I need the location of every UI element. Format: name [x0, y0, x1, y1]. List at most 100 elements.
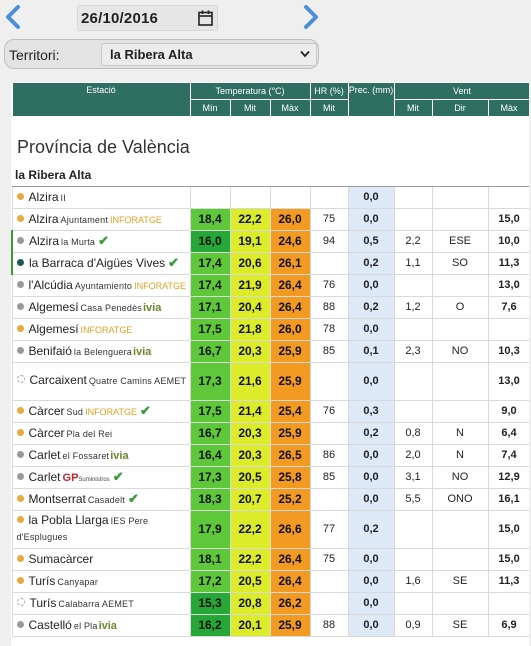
hr-mit	[309, 569, 349, 593]
temp-min: 18,1	[189, 547, 231, 571]
station-cell[interactable]: Alzira Ajuntament INFORATGE	[11, 207, 191, 231]
table-row[interactable]: la Pobla Llarga IES Pere d'Esplugues 17,9 2…	[11, 509, 529, 549]
temp-min: 18,4	[189, 207, 231, 231]
station-cell[interactable]: la Barraca d'Aigües Vives ✔	[11, 251, 191, 275]
station-name[interactable]: Turís	[28, 574, 56, 588]
station-name[interactable]: Carlet	[28, 470, 61, 484]
station-status-icon	[16, 495, 24, 502]
station-name[interactable]: la Pobla Llarga	[28, 513, 109, 527]
station-cell[interactable]: Carlet GPSuministros ✔	[11, 465, 191, 489]
station-cell[interactable]: la Pobla Llarga IES Pere d'Esplugues	[11, 509, 191, 549]
hr-mit: 88	[309, 295, 349, 319]
ivia-logo-icon: ivia	[133, 346, 152, 358]
wind-mit: 5,5	[393, 487, 433, 511]
station-cell[interactable]: Alzira la Murta ✔	[11, 229, 191, 253]
station-name[interactable]: Sumacàrcer	[28, 552, 94, 566]
station-name[interactable]: Castelló	[28, 618, 72, 632]
table-row[interactable]: Carlet GPSuministros ✔ 17,3 20,5 25,8 85 0,0 3,1…	[11, 465, 529, 489]
station-cell[interactable]: Algemesí Casa Penedèsivia	[11, 295, 191, 319]
station-cell[interactable]: Càrcer Sud INFORATGE ✔	[11, 399, 191, 423]
station-name[interactable]: Turís	[29, 596, 57, 610]
station-name[interactable]: Alzira	[28, 190, 59, 204]
table-row[interactable]: Carlet el Fossaretivia 16,4 20,3 26,5 86 0,0 2,…	[11, 443, 529, 467]
precipitation: 0,0	[347, 547, 395, 571]
wind-max	[487, 591, 529, 615]
wind-max: 10,3	[487, 339, 529, 363]
table-row[interactable]: Càrcer Pla del Rei 16,7 20,3 25,9 0,2 0,8 N 6,4	[11, 421, 529, 445]
date-input[interactable]: 26/10/2016	[77, 5, 218, 31]
station-name[interactable]: Alzira	[29, 234, 60, 248]
station-cell[interactable]: Alzira II	[11, 185, 191, 209]
hr-mit: 85	[309, 465, 349, 489]
header-temp-mit: Mit	[229, 99, 271, 117]
table-row[interactable]: Carcaixent Quatre Camins AEMET 17,3 21,6 25,…	[11, 361, 529, 401]
table-row[interactable]: Turís Calabarra AEMET 15,3 20,8 26,2 0,0	[11, 591, 529, 615]
table-row[interactable]: Alzira Ajuntament INFORATGE 18,4 22,2 26,0 75 0…	[11, 207, 529, 231]
station-name[interactable]: Càrcer	[28, 404, 65, 418]
table-row[interactable]: la Barraca d'Aigües Vives ✔ 17,4 20,6 26,1 0,…	[11, 251, 529, 275]
station-name[interactable]: Alzira	[28, 212, 59, 226]
station-name[interactable]: la Barraca d'Aigües Vives	[29, 256, 166, 270]
wind-dir: SE	[431, 569, 489, 593]
station-name[interactable]: Carlet	[28, 448, 61, 462]
wind-mit	[393, 399, 433, 423]
station-cell[interactable]: Benifaió la Belengueraivia	[11, 339, 191, 363]
station-status-icon	[16, 215, 24, 222]
wind-mit	[393, 591, 433, 615]
wind-dir	[431, 317, 489, 341]
station-cell[interactable]: Càrcer Pla del Rei	[11, 421, 191, 445]
wind-max: 11,3	[487, 251, 529, 275]
station-name[interactable]: Algemesí	[28, 300, 79, 314]
station-name[interactable]: Montserrat	[28, 492, 86, 506]
wind-mit	[393, 207, 433, 231]
header-estacio: Estació	[11, 82, 191, 117]
table-row[interactable]: Benifaió la Belengueraivia 16,7 20,3 25,9 85 0…	[11, 339, 529, 363]
station-cell[interactable]: Turís Calabarra AEMET	[11, 591, 191, 615]
calendar-icon[interactable]	[198, 10, 213, 26]
table-row[interactable]: Alzira II 0,0	[11, 185, 529, 209]
table-row[interactable]: Algemesí Casa Penedèsivia 17,1 20,4 26,4 88 0,…	[11, 295, 529, 319]
hr-mit	[309, 487, 349, 511]
territori-select[interactable]: la Ribera Alta	[101, 43, 317, 66]
table-row[interactable]: Càrcer Sud INFORATGE ✔ 17,5 21,4 25,4 76 0,3 9,0	[11, 399, 529, 423]
wind-mit: 1,6	[393, 569, 433, 593]
station-cell[interactable]: Sumacàrcer	[11, 547, 191, 571]
territori-selected: la Ribera Alta	[110, 47, 193, 62]
temp-max: 25,4	[269, 399, 311, 423]
station-name[interactable]: Algemesí	[28, 322, 79, 336]
station-cell[interactable]: Turís Canyapar	[11, 569, 191, 593]
station-name[interactable]: Càrcer	[28, 426, 65, 440]
station-cell[interactable]: Algemesí INFORATGE	[11, 317, 191, 341]
station-name[interactable]: Carcaixent	[29, 373, 87, 387]
station-name[interactable]: l'Alcúdia	[28, 278, 73, 292]
precipitation: 0,2	[347, 251, 395, 275]
table-row[interactable]: Algemesí INFORATGE 17,5 21,8 26,0 78 0,0	[11, 317, 529, 341]
hr-mit: 77	[309, 509, 349, 549]
table-row[interactable]: l'Alcúdia Ayuntamiento INFORATGE 17,4 21,9 26…	[11, 273, 529, 297]
precipitation: 0,2	[347, 421, 395, 445]
temp-min: 17,1	[189, 295, 231, 319]
table-row[interactable]: Sumacàrcer 18,1 22,2 26,4 75 0,0 15,0	[11, 547, 529, 571]
temp-mit: 20,7	[229, 487, 271, 511]
temp-mit: 22,2	[229, 547, 271, 571]
station-cell[interactable]: Carlet el Fossaretivia	[11, 443, 191, 467]
station-cell[interactable]: Montserrat Casadelt ✔	[11, 487, 191, 511]
station-cell[interactable]: Castelló el Plaivia	[11, 613, 191, 637]
station-name[interactable]: Benifaió	[28, 344, 72, 358]
stations-table-wrap: Estació Temperatura (°C) HR (%) Prec. (m…	[11, 82, 529, 646]
wind-mit	[393, 509, 433, 549]
table-row[interactable]: Montserrat Casadelt ✔ 18,3 20,7 25,2 0,0 5,5 ONO…	[11, 487, 529, 511]
check-icon: ✔	[168, 255, 180, 270]
table-row[interactable]: Turís Canyapar 17,2 20,5 26,4 0,0 1,6 SE 11,3	[11, 569, 529, 593]
station-cell[interactable]: l'Alcúdia Ayuntamiento INFORATGE	[11, 273, 191, 297]
chevron-right-icon[interactable]	[301, 4, 321, 30]
temp-mit: 20,3	[229, 443, 271, 467]
wind-mit: 2,0	[393, 443, 433, 467]
station-subname: la Belenguera	[73, 347, 133, 357]
table-row[interactable]: Castelló el Plaivia 16,2 20,1 25,9 88 0,0 0,9 SE…	[11, 613, 529, 637]
temp-mit: 20,6	[229, 251, 271, 275]
wind-dir: ESE	[431, 229, 489, 253]
chevron-left-icon[interactable]	[3, 4, 23, 30]
station-cell[interactable]: Carcaixent Quatre Camins AEMET	[11, 361, 191, 401]
table-row[interactable]: Alzira la Murta ✔ 16,0 19,1 24,6 94 0,5 2,2 ESE 10…	[11, 229, 529, 253]
